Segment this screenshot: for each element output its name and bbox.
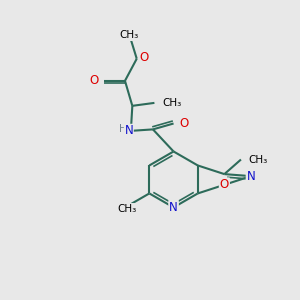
Text: O: O <box>89 74 98 87</box>
Text: H: H <box>119 124 126 134</box>
Text: N: N <box>169 201 178 214</box>
Text: O: O <box>179 117 189 130</box>
Text: O: O <box>220 178 229 191</box>
Text: N: N <box>247 169 255 183</box>
Text: O: O <box>140 51 149 64</box>
Text: CH₃: CH₃ <box>248 154 268 164</box>
Text: CH₃: CH₃ <box>163 98 182 108</box>
Text: CH₃: CH₃ <box>118 204 137 214</box>
Text: N: N <box>124 124 133 137</box>
Text: CH₃: CH₃ <box>120 30 139 40</box>
